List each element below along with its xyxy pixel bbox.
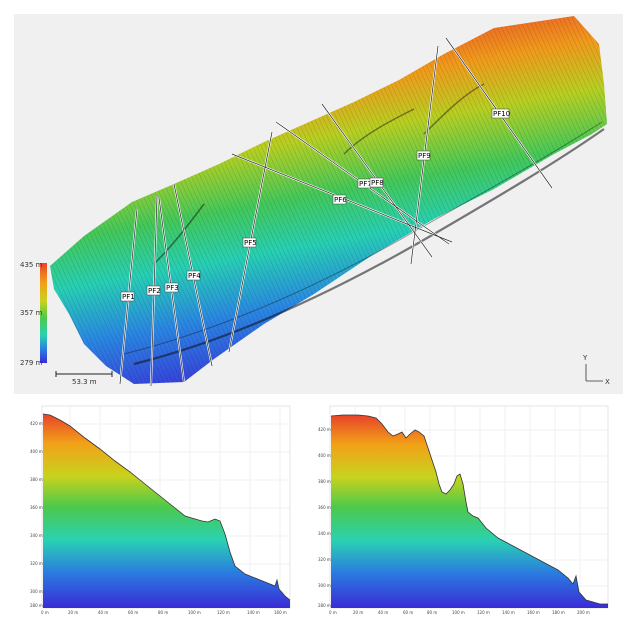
axis-y-label: Y bbox=[582, 354, 588, 362]
pf9-label: PF9 bbox=[418, 152, 431, 160]
svg-text:20 m: 20 m bbox=[68, 610, 78, 615]
svg-text:140 m: 140 m bbox=[502, 610, 515, 615]
svg-text:100 m: 100 m bbox=[452, 610, 465, 615]
svg-text:340 m: 340 m bbox=[318, 531, 331, 536]
svg-text:120 m: 120 m bbox=[477, 610, 490, 615]
axis-x-label: X bbox=[605, 378, 610, 386]
svg-text:280 m: 280 m bbox=[318, 603, 331, 608]
right-profile-x-ticks: 0 m 20 m 40 m 60 m 80 m 100 m 120 m 140 … bbox=[329, 610, 590, 615]
colorbar-max-label: 435 m bbox=[20, 261, 43, 269]
right-profile-chart: 420 m 400 m 380 m 360 m 340 m 320 m 300 … bbox=[318, 404, 610, 616]
svg-text:120 m: 120 m bbox=[217, 610, 230, 615]
svg-text:420 m: 420 m bbox=[318, 427, 331, 432]
svg-text:280 m: 280 m bbox=[30, 603, 43, 608]
svg-text:40 m: 40 m bbox=[98, 610, 108, 615]
svg-text:360 m: 360 m bbox=[30, 505, 43, 510]
pf7-label: PF7 bbox=[359, 180, 372, 188]
svg-text:0 m: 0 m bbox=[329, 610, 337, 615]
svg-text:160 m: 160 m bbox=[274, 610, 287, 615]
svg-text:200 m: 200 m bbox=[577, 610, 590, 615]
svg-text:80 m: 80 m bbox=[427, 610, 437, 615]
pf4-label: PF4 bbox=[188, 272, 201, 280]
pf5-label: PF5 bbox=[244, 239, 257, 247]
scale-bar-label: 53.3 m bbox=[72, 378, 97, 386]
left-profile-area bbox=[43, 414, 290, 608]
svg-text:400 m: 400 m bbox=[30, 449, 43, 454]
pf6-label: PF6 bbox=[334, 196, 347, 204]
svg-text:300 m: 300 m bbox=[30, 589, 43, 594]
axis-indicator: Y X bbox=[582, 354, 610, 386]
svg-text:80 m: 80 m bbox=[158, 610, 168, 615]
pf10-label: PF10 bbox=[493, 110, 510, 118]
svg-text:360 m: 360 m bbox=[318, 505, 331, 510]
svg-text:0 m: 0 m bbox=[41, 610, 49, 615]
svg-text:380 m: 380 m bbox=[318, 479, 331, 484]
terrain-map: PF1 PF2 PF3 PF4 PF5 PF6 PF7 PF8 PF9 PF10… bbox=[20, 16, 610, 387]
svg-text:60 m: 60 m bbox=[128, 610, 138, 615]
svg-text:420 m: 420 m bbox=[30, 421, 43, 426]
svg-text:20 m: 20 m bbox=[353, 610, 363, 615]
pf2-label: PF2 bbox=[148, 287, 161, 295]
colorbar-min-label: 279 m bbox=[20, 359, 43, 367]
svg-text:300 m: 300 m bbox=[318, 583, 331, 588]
left-profile-x-ticks: 0 m 20 m 40 m 60 m 80 m 100 m 120 m 140 … bbox=[41, 610, 287, 615]
scale-bar: 53.3 m bbox=[55, 371, 113, 386]
svg-text:60 m: 60 m bbox=[403, 610, 413, 615]
svg-text:160 m: 160 m bbox=[527, 610, 540, 615]
profile-labels: PF1 PF2 PF3 PF4 PF5 PF6 PF7 PF8 PF9 PF10 bbox=[120, 108, 510, 302]
pf8-label: PF8 bbox=[371, 179, 384, 187]
svg-text:100 m: 100 m bbox=[188, 610, 201, 615]
right-profile-y-ticks: 420 m 400 m 380 m 360 m 340 m 320 m 300 … bbox=[318, 427, 331, 608]
left-profile-chart: 420 m 400 m 380 m 360 m 340 m 320 m 300 … bbox=[30, 404, 292, 616]
svg-text:340 m: 340 m bbox=[30, 533, 43, 538]
colorbar-mid-label: 357 m bbox=[20, 309, 43, 317]
pf1-label: PF1 bbox=[122, 293, 135, 301]
terrain-map-panel: PF1 PF2 PF3 PF4 PF5 PF6 PF7 PF8 PF9 PF10… bbox=[14, 14, 623, 394]
pf3-label: PF3 bbox=[166, 284, 179, 292]
svg-text:320 m: 320 m bbox=[30, 561, 43, 566]
svg-text:180 m: 180 m bbox=[552, 610, 565, 615]
svg-text:400 m: 400 m bbox=[318, 453, 331, 458]
left-profile-y-ticks: 420 m 400 m 380 m 360 m 340 m 320 m 300 … bbox=[30, 421, 43, 608]
svg-text:380 m: 380 m bbox=[30, 477, 43, 482]
svg-text:140 m: 140 m bbox=[247, 610, 260, 615]
svg-text:40 m: 40 m bbox=[378, 610, 388, 615]
colorbar bbox=[40, 263, 47, 363]
svg-text:320 m: 320 m bbox=[318, 557, 331, 562]
